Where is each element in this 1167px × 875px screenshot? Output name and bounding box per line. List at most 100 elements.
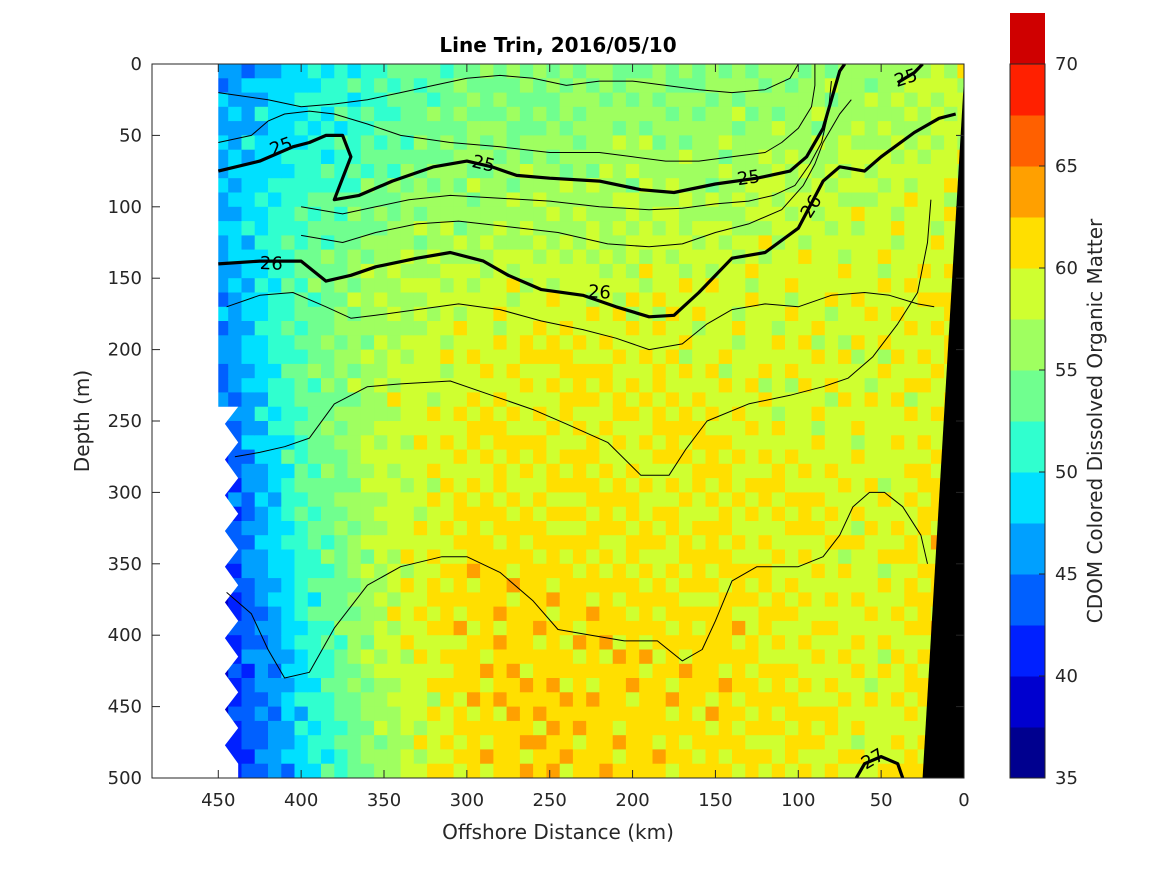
heatmap-cell (692, 720, 707, 736)
heatmap-cell (851, 121, 866, 136)
heatmap-cell (294, 335, 309, 351)
heatmap-cell (480, 620, 494, 636)
heatmap-cell (824, 192, 839, 208)
heatmap-cell (904, 78, 919, 94)
heatmap-cell (904, 592, 919, 608)
heatmap-cell (559, 563, 574, 579)
heatmap-cell (652, 164, 667, 179)
heatmap-cell (413, 649, 428, 665)
heatmap-cell (347, 435, 362, 451)
heatmap-cell (334, 563, 349, 579)
heatmap-cell (268, 649, 282, 665)
heatmap-cell (254, 92, 269, 108)
heatmap-cell (811, 620, 826, 636)
heatmap-cell (917, 535, 932, 551)
heatmap-cell (334, 592, 349, 608)
heatmap-cell (307, 549, 322, 565)
heatmap-cell (732, 578, 746, 593)
heatmap-cell (864, 78, 879, 94)
heatmap-cell (639, 121, 654, 136)
heatmap-cell (307, 406, 322, 422)
heatmap-cell (864, 606, 879, 622)
heatmap-cell (506, 535, 521, 551)
heatmap-cell (705, 649, 720, 665)
sigma-contours (217, 64, 957, 778)
heatmap-cell (215, 321, 229, 336)
heatmap-cell (864, 578, 879, 593)
heatmap-cell (639, 435, 654, 451)
heatmap-cell (599, 606, 614, 622)
heatmap-cell (559, 706, 574, 722)
heatmap-cell (824, 749, 839, 765)
heatmap-cell (944, 64, 958, 79)
heatmap-cell (824, 421, 839, 436)
heatmap-cell (705, 363, 720, 379)
heatmap-cell (811, 592, 826, 608)
heatmap-cell (891, 249, 905, 265)
heatmap-cell (307, 521, 322, 536)
heatmap-cell (745, 678, 760, 693)
heatmap-cell (294, 178, 309, 194)
isopycnal-contour (301, 81, 832, 215)
heatmap-cell (758, 592, 773, 608)
heatmap-cell (480, 649, 494, 665)
heatmap-cell (254, 121, 269, 136)
heatmap-cell (440, 92, 455, 108)
heatmap-cell (427, 506, 441, 522)
heatmap-cell (639, 563, 654, 579)
heatmap-cell (228, 206, 243, 222)
heatmap-cell (321, 121, 335, 136)
heatmap-cell (824, 221, 839, 236)
heatmap-cell (440, 406, 455, 422)
heatmap-cell (625, 449, 640, 465)
colorbar-segment (1010, 217, 1045, 269)
heatmap-cell (480, 149, 494, 165)
heatmap-cell (466, 692, 481, 708)
heatmap-cell (586, 492, 601, 508)
heatmap-cell (745, 421, 760, 436)
heatmap-cell (652, 763, 667, 778)
heatmap-cell (798, 692, 813, 708)
heatmap-cell (639, 335, 654, 351)
heatmap-cell (824, 64, 839, 79)
heatmap-cell (241, 335, 256, 351)
heatmap-cell (864, 535, 879, 551)
heatmap-cell (268, 492, 282, 508)
heatmap-cell (413, 620, 428, 636)
heatmap-cell (944, 206, 958, 222)
heatmap-cell (692, 463, 707, 479)
heatmap-cell (785, 178, 799, 194)
heatmap-cell (307, 492, 322, 508)
heatmap-cell (798, 535, 813, 551)
heatmap-cell (679, 106, 693, 122)
heatmap-cell (745, 463, 760, 479)
heatmap-cell (930, 321, 945, 336)
heatmap-cell (533, 421, 547, 436)
y-tick-label: 100 (108, 197, 142, 218)
heatmap-cell (771, 106, 786, 122)
heatmap-cell (612, 463, 627, 479)
heatmap-cell (705, 106, 720, 122)
heatmap-cell (413, 478, 428, 493)
heatmap-cell (732, 64, 746, 79)
heatmap-cell (533, 106, 547, 122)
heatmap-cell (758, 492, 773, 508)
heatmap-cell (718, 720, 733, 736)
heatmap-cell (281, 421, 296, 436)
heatmap-cell (877, 535, 892, 551)
heatmap-cell (639, 192, 654, 208)
heatmap-cell (864, 221, 879, 236)
heatmap-cell (851, 278, 866, 294)
heatmap-cell (599, 478, 614, 493)
heatmap-cell (824, 763, 839, 778)
heatmap-cell (652, 221, 667, 236)
heatmap-cell (665, 506, 680, 522)
heatmap-cell (347, 121, 362, 136)
heatmap-cell (321, 64, 335, 79)
heatmap-cell (546, 506, 561, 522)
heatmap-cell (334, 763, 349, 778)
heatmap-cell (732, 392, 746, 408)
heatmap-cell (281, 78, 296, 94)
heatmap-cell (427, 92, 441, 108)
heatmap-cell (254, 506, 269, 522)
